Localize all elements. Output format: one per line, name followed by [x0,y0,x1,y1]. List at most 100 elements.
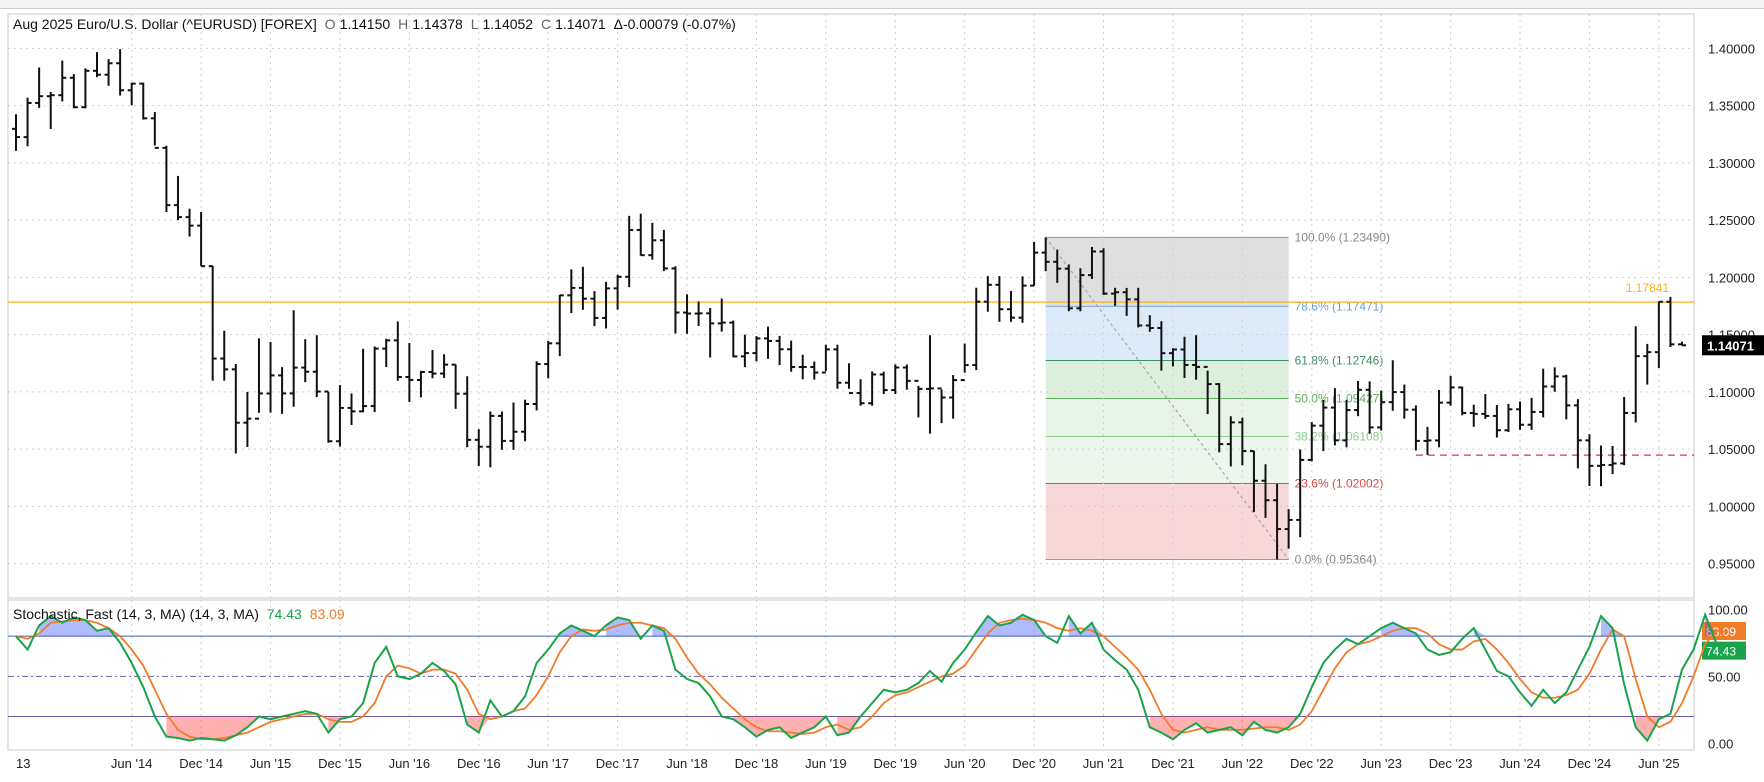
ohlc-bar [1330,388,1339,446]
ohlc-bar [278,367,287,414]
x-tick-label: Dec '17 [596,756,640,771]
ohlc-bar [1597,445,1606,487]
ohlc-bar [359,348,368,413]
stochastic-k-tag-label: 74.43 [1706,645,1736,659]
ohlc-bar [1180,336,1189,379]
x-tick-label: Jun '23 [1360,756,1402,771]
current-price-label: 1.14071 [1707,338,1754,353]
ohlc-bar [1516,401,1525,430]
ohlc-bar [104,59,113,86]
grid [7,13,1695,751]
fib-zone [1045,398,1289,437]
ohlc-bar [266,341,275,413]
high-label: H [398,16,409,32]
ohlc-bar [1620,397,1629,466]
ohlc-bar [879,371,888,395]
change-value: Δ-0.00079 (-0.07%) [613,16,736,32]
ohlc-bar [393,321,402,381]
ohlc-bar [69,74,78,109]
ohlc-bar [914,379,923,418]
x-tick-label: Jun '21 [1083,756,1125,771]
ohlc-bar [405,342,414,402]
x-tick-label: Jun '18 [666,756,708,771]
ohlc-bar [972,287,981,371]
stochastic-d-value: 83.09 [309,606,345,622]
ohlc-bar [1076,268,1085,312]
axes: 1.400001.350001.300001.250001.200001.150… [16,41,1764,771]
ohlc-bar [324,390,333,443]
y-tick-label: 1.40000 [1708,41,1755,56]
low-value: 1.14052 [482,16,534,32]
fib-level-label: 0.0% (0.95364) [1295,552,1377,566]
ohlc-bar [1481,394,1490,419]
ohlc-bar [301,339,310,383]
y-tick-label: 1.10000 [1708,385,1755,400]
open-value: 1.14150 [339,16,391,32]
ohlc-bar [1203,365,1212,415]
ohlc-bar [463,376,472,448]
low-label: L [470,16,479,32]
fib-zone [1045,306,1289,361]
ohlc-bar [312,335,321,398]
y-tick-label: 1.25000 [1708,213,1755,228]
ohlc-bar [729,320,738,358]
ohlc-bar [613,274,622,310]
ohlc-bar [1192,335,1201,380]
ohlc-bar [1215,383,1224,453]
fib-level-label: 38.2% (1.06108) [1295,429,1384,443]
ohlc-bar [1111,287,1120,306]
x-tick-label: Dec '24 [1568,756,1612,771]
ohlc-bar [35,67,44,108]
x-tick-label: Dec '15 [318,756,362,771]
ohlc-bar [1527,397,1536,430]
ohlc-bar [1411,405,1420,451]
x-tick-label: Jun '16 [389,756,431,771]
fib-level-label: 100.0% (1.23490) [1295,230,1390,244]
ohlc-bar [150,112,159,149]
main-legend: Aug 2025 Euro/U.S. Dollar (^EURUSD) [FOR… [13,16,740,32]
high-marker-label: 1.17841 [1626,281,1670,295]
x-tick-label: Jun '15 [250,756,292,771]
ohlc-bar [845,363,853,395]
ohlc-bar [208,265,217,381]
oversold-fill [166,716,1671,741]
y-tick-label: 1.35000 [1708,99,1755,114]
high-value: 1.14378 [412,16,463,32]
fib-level-label: 61.8% (1.12746) [1295,353,1384,367]
ohlc-bar [231,364,240,454]
x-tick-label: Dec '16 [457,756,501,771]
ohlc-bar [602,281,611,329]
fib-zone [1045,436,1289,484]
ohlc-bar [1006,290,1015,322]
ohlc-bar [937,387,946,424]
y-tick-label: 1.30000 [1708,156,1755,171]
ohlc-bar [347,393,356,425]
stochastic-k-value: 74.43 [266,606,302,622]
ohlc-bar [486,411,495,468]
fibonacci-retracement: 100.0% (1.23490) 78.6% (1.17471) 61.8% (1.… [1045,230,1390,566]
ohlc-bar [1018,276,1027,323]
ohlc-bar [1053,249,1062,283]
ohlc-bar [1342,399,1351,448]
ohlc-bar [1087,246,1096,279]
x-tick-label: Jun '24 [1499,756,1541,771]
ohlc-bar [983,276,992,312]
ohlc-bar [173,175,182,221]
ohlc-bar [706,307,715,358]
y-tick-label: 1.05000 [1708,442,1755,457]
ohlc-bar [555,294,564,357]
x-tick-label: Dec '22 [1290,756,1334,771]
stoch-y-tick-label: 50.00 [1708,669,1741,684]
fib-zone [1045,237,1289,307]
ohlc-bar [521,399,530,442]
ohlc-bar [683,294,692,334]
ohlc-bar [544,340,553,379]
ohlc-bar [960,343,969,382]
ohlc-bar [1492,405,1501,438]
ohlc-bar [416,370,425,398]
close-value: 1.14071 [555,16,606,32]
ohlc-bar [1296,449,1305,538]
fib-level-label: 78.6% (1.17471) [1295,299,1384,313]
fib-trend-line [1045,237,1290,560]
